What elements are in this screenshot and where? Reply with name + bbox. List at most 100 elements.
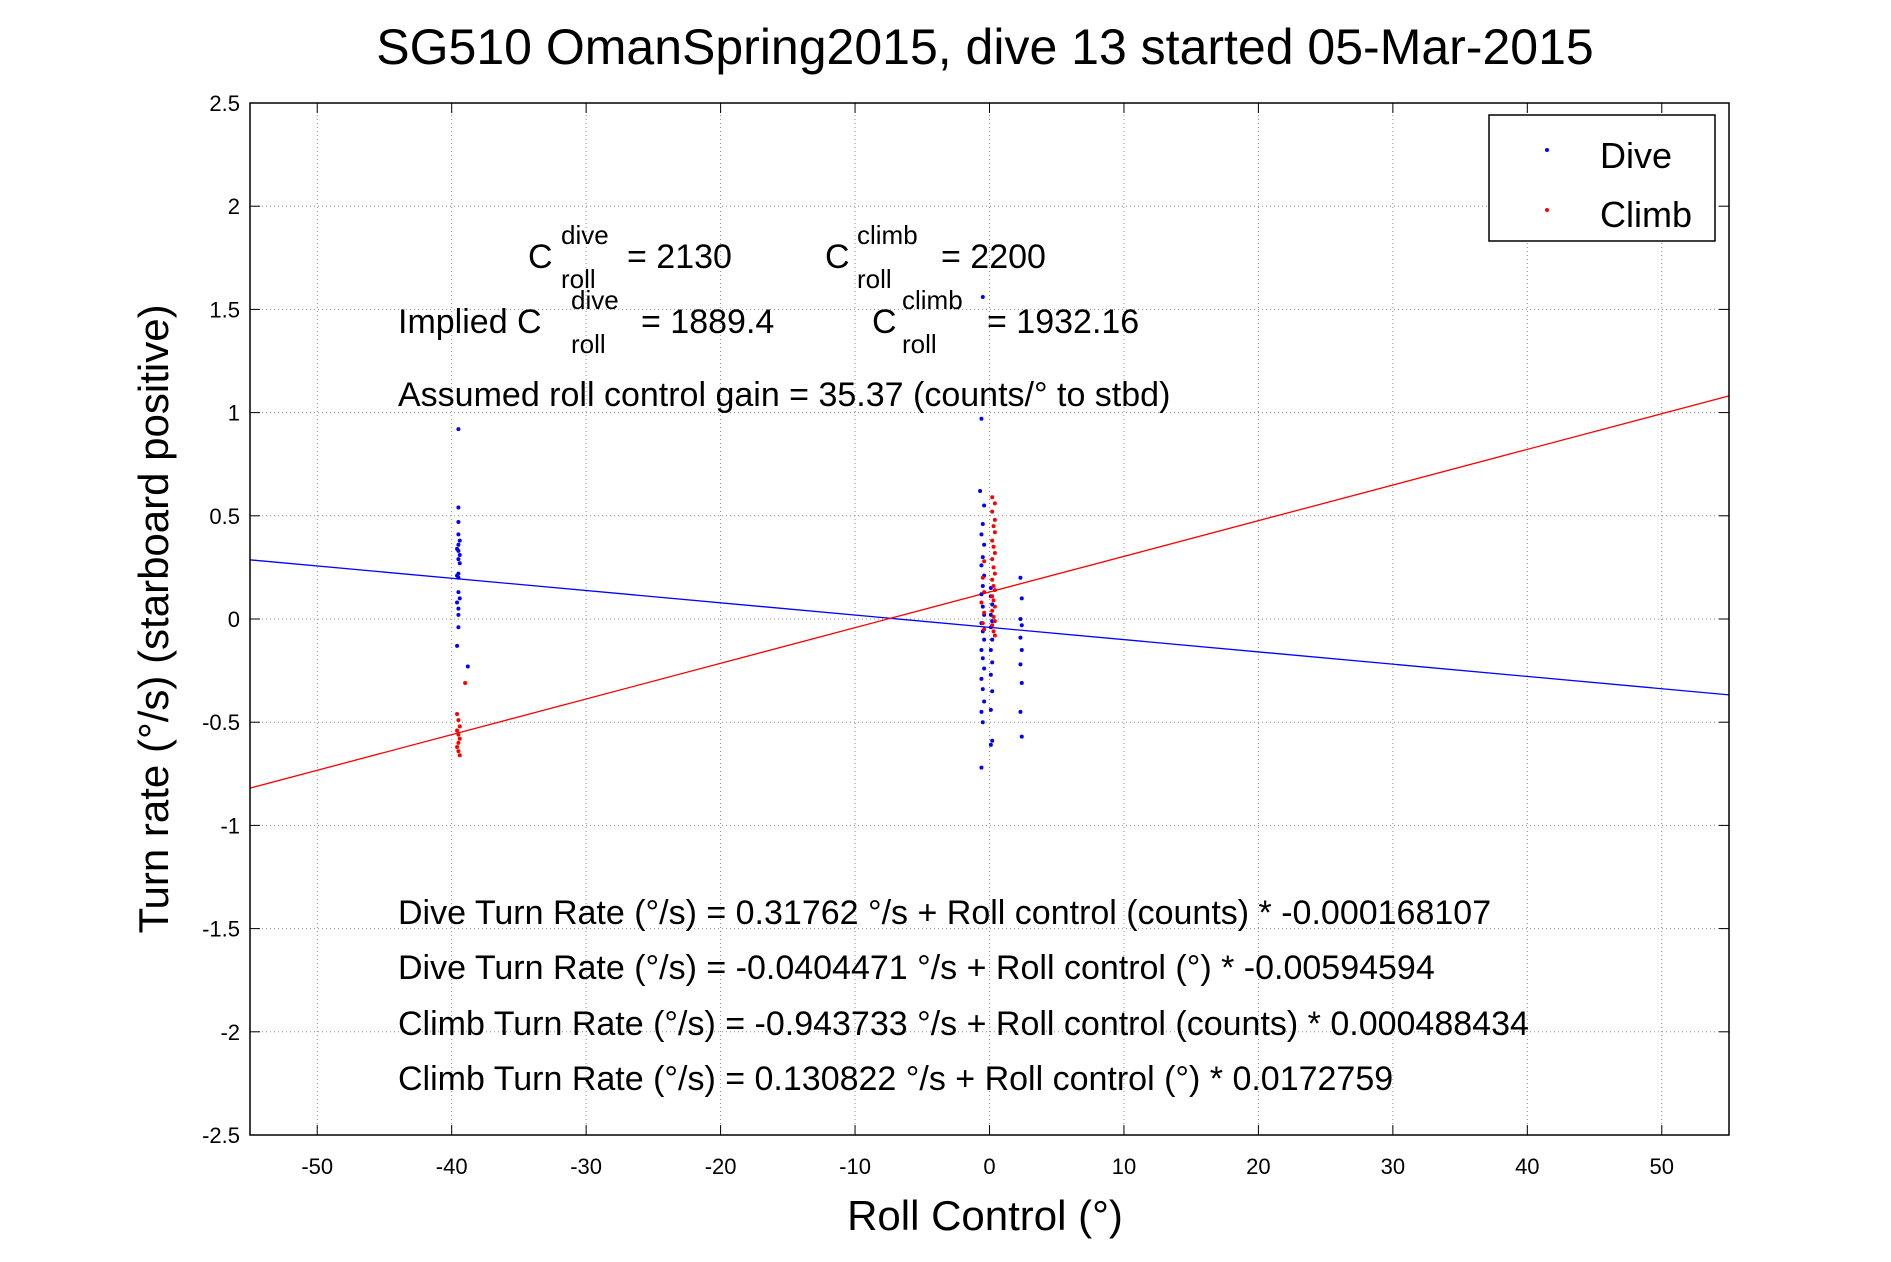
climb-point: [992, 550, 997, 555]
c-roll-climb-symbol: C: [825, 238, 850, 276]
legend-box: [1488, 114, 1716, 242]
dive-point: [1018, 635, 1023, 640]
dive-point: [982, 699, 987, 704]
x-axis-label: Roll Control (°): [847, 1192, 1123, 1239]
c-roll-climb-subscript: roll: [857, 264, 892, 294]
y-tick-label: -1.5: [202, 917, 240, 942]
y-tick-label: -0.5: [202, 710, 240, 735]
dive-point: [979, 563, 984, 568]
dive-point: [979, 532, 984, 537]
x-tick-label: 30: [1381, 1154, 1405, 1179]
dive-point: [457, 538, 462, 543]
dive-point: [456, 519, 461, 524]
climb-point: [992, 604, 997, 609]
dive-point: [455, 600, 460, 605]
x-tick-label: 50: [1650, 1154, 1674, 1179]
dive-point: [980, 522, 985, 527]
dive-point: [980, 583, 985, 588]
dive-point: [980, 656, 985, 661]
dive-point: [980, 720, 985, 725]
climb-point: [455, 744, 460, 749]
climb-point: [990, 495, 995, 500]
x-tick-label: -30: [570, 1154, 602, 1179]
dive-point: [465, 664, 470, 669]
dive-point: [1019, 734, 1024, 739]
c-roll-dive-value: = 2130: [627, 238, 732, 276]
climb-point: [991, 598, 996, 603]
dive-point: [1019, 596, 1024, 601]
dive-point: [979, 647, 984, 652]
climb-fit-degrees-equation: Climb Turn Rate (°/s) = 0.130822 °/s + R…: [398, 1060, 1393, 1098]
dive-point: [988, 742, 993, 747]
implied-c-roll-climb-value: = 1932.16: [987, 303, 1139, 341]
implied-c-roll-climb-symbol: C: [872, 303, 897, 341]
dive-point: [1018, 662, 1023, 667]
dive-fit-degrees-equation: Dive Turn Rate (°/s) = -0.0404471 °/s + …: [398, 949, 1435, 987]
climb-point: [463, 680, 468, 685]
y-tick-label: 2.5: [209, 91, 240, 116]
dive-point: [978, 489, 983, 494]
climb-point: [457, 724, 462, 729]
x-tick-label: 20: [1246, 1154, 1270, 1179]
climb-point: [456, 749, 461, 754]
dive-point: [988, 647, 993, 652]
dive-point: [456, 505, 461, 510]
dive-point: [457, 596, 462, 601]
dive-point: [1018, 617, 1023, 621]
climb-point: [992, 571, 997, 576]
climb-point: [455, 728, 460, 733]
climb-point: [982, 627, 987, 632]
climb-point: [455, 711, 460, 716]
dive-point: [457, 561, 462, 566]
dive-point: [988, 707, 993, 712]
climb-point: [980, 621, 985, 626]
dive-point: [982, 542, 987, 547]
climb-point: [456, 740, 461, 745]
dive-point: [979, 676, 984, 681]
dive-point: [457, 553, 462, 558]
y-tick-label: 0.5: [209, 504, 240, 529]
dive-point: [990, 637, 995, 642]
legend-dive-label: Dive: [1600, 135, 1672, 176]
dive-point: [456, 557, 461, 562]
c-roll-dive-symbol: C: [528, 238, 553, 276]
gain-annotation: Assumed roll control gain = 35.37 (count…: [398, 376, 1170, 414]
climb-point: [991, 629, 996, 634]
climb-point: [991, 565, 996, 570]
dive-point: [1019, 623, 1024, 628]
dive-point: [979, 416, 984, 421]
climb-point: [991, 524, 996, 529]
y-tick-label: 1: [228, 401, 240, 426]
x-tick-label: -20: [705, 1154, 737, 1179]
x-tick-label: -50: [301, 1154, 333, 1179]
climb-point: [992, 619, 997, 624]
dive-point: [456, 590, 461, 595]
climb-point: [990, 509, 995, 514]
dive-point: [980, 555, 985, 560]
legend-climb-marker: [1545, 208, 1549, 212]
dive-point: [979, 765, 984, 770]
legend: Dive Climb: [1488, 114, 1716, 242]
dive-point: [990, 738, 995, 743]
implied-c-roll-annotation: Implied C dive roll = 1889.4 C climb rol…: [398, 285, 1139, 359]
climb-point: [990, 594, 995, 599]
dive-point: [990, 660, 995, 665]
climb-point: [991, 583, 996, 588]
climb-point: [990, 623, 995, 628]
c-roll-dive-subscript: roll: [561, 264, 596, 294]
climb-point: [457, 736, 462, 741]
y-axis-label: Turn rate (°/s) (starboard positive): [130, 304, 177, 933]
dive-point: [1018, 575, 1023, 580]
climb-point: [990, 577, 995, 582]
climb-point: [456, 732, 461, 737]
dive-point: [980, 687, 985, 692]
c-roll-climb-superscript: climb: [857, 220, 918, 250]
climb-fit-counts-equation: Climb Turn Rate (°/s) = -0.943733 °/s + …: [398, 1005, 1529, 1043]
dive-point: [1018, 709, 1023, 714]
dive-point: [456, 612, 461, 617]
climb-point: [982, 559, 987, 564]
legend-climb-label: Climb: [1600, 194, 1692, 235]
dive-point: [455, 643, 460, 648]
y-tick-label: -2.5: [202, 1123, 240, 1148]
y-tick-label: -1: [220, 813, 240, 838]
